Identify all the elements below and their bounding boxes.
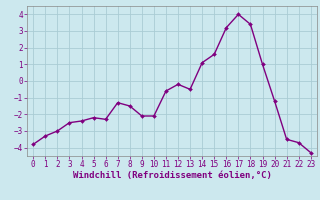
X-axis label: Windchill (Refroidissement éolien,°C): Windchill (Refroidissement éolien,°C) (73, 171, 271, 180)
